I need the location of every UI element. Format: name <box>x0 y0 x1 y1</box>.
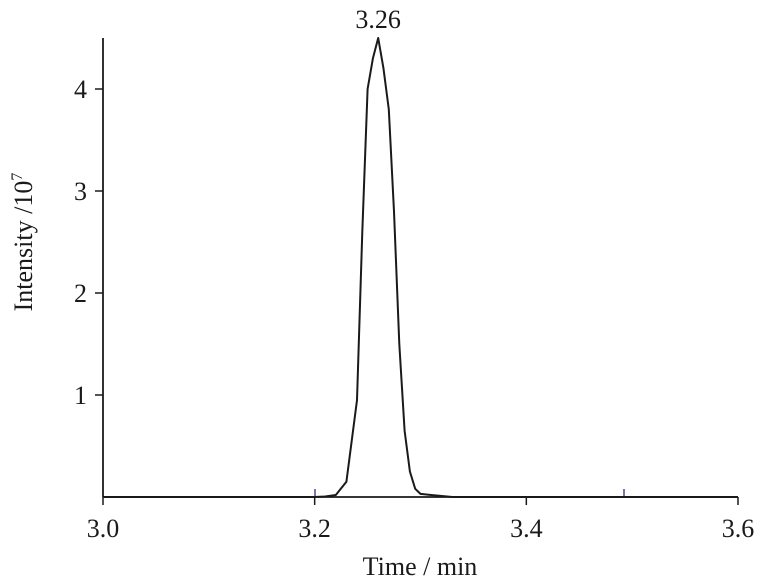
peak-label: 3.26 <box>355 5 401 34</box>
y-axis-title-text: Intensity /10 <box>9 181 38 312</box>
y-tick-label: 1 <box>74 381 87 410</box>
y-tick-label: 2 <box>74 279 87 308</box>
x-tick-label: 3.4 <box>510 514 543 543</box>
y-tick-label: 3 <box>74 177 87 206</box>
y-axis-title: Intensity /107 <box>9 173 38 312</box>
x-tick-label: 3.2 <box>298 514 331 543</box>
x-tick-label: 3.6 <box>722 514 755 543</box>
x-ticks: 3.0 3.2 3.4 3.6 <box>87 497 755 543</box>
x-axis-title: Time / min <box>363 552 478 580</box>
y-axis: 1 2 3 4 <box>74 38 104 497</box>
series-line <box>103 37 738 498</box>
y-ticks: 1 2 3 4 <box>74 75 103 410</box>
y-axis-title-exponent: 7 <box>9 173 26 181</box>
minor-ticks <box>314 489 625 497</box>
y-tick-label: 4 <box>74 75 87 104</box>
x-tick-label: 3.0 <box>87 514 120 543</box>
x-axis: 3.0 3.2 3.4 3.6 <box>87 496 755 543</box>
